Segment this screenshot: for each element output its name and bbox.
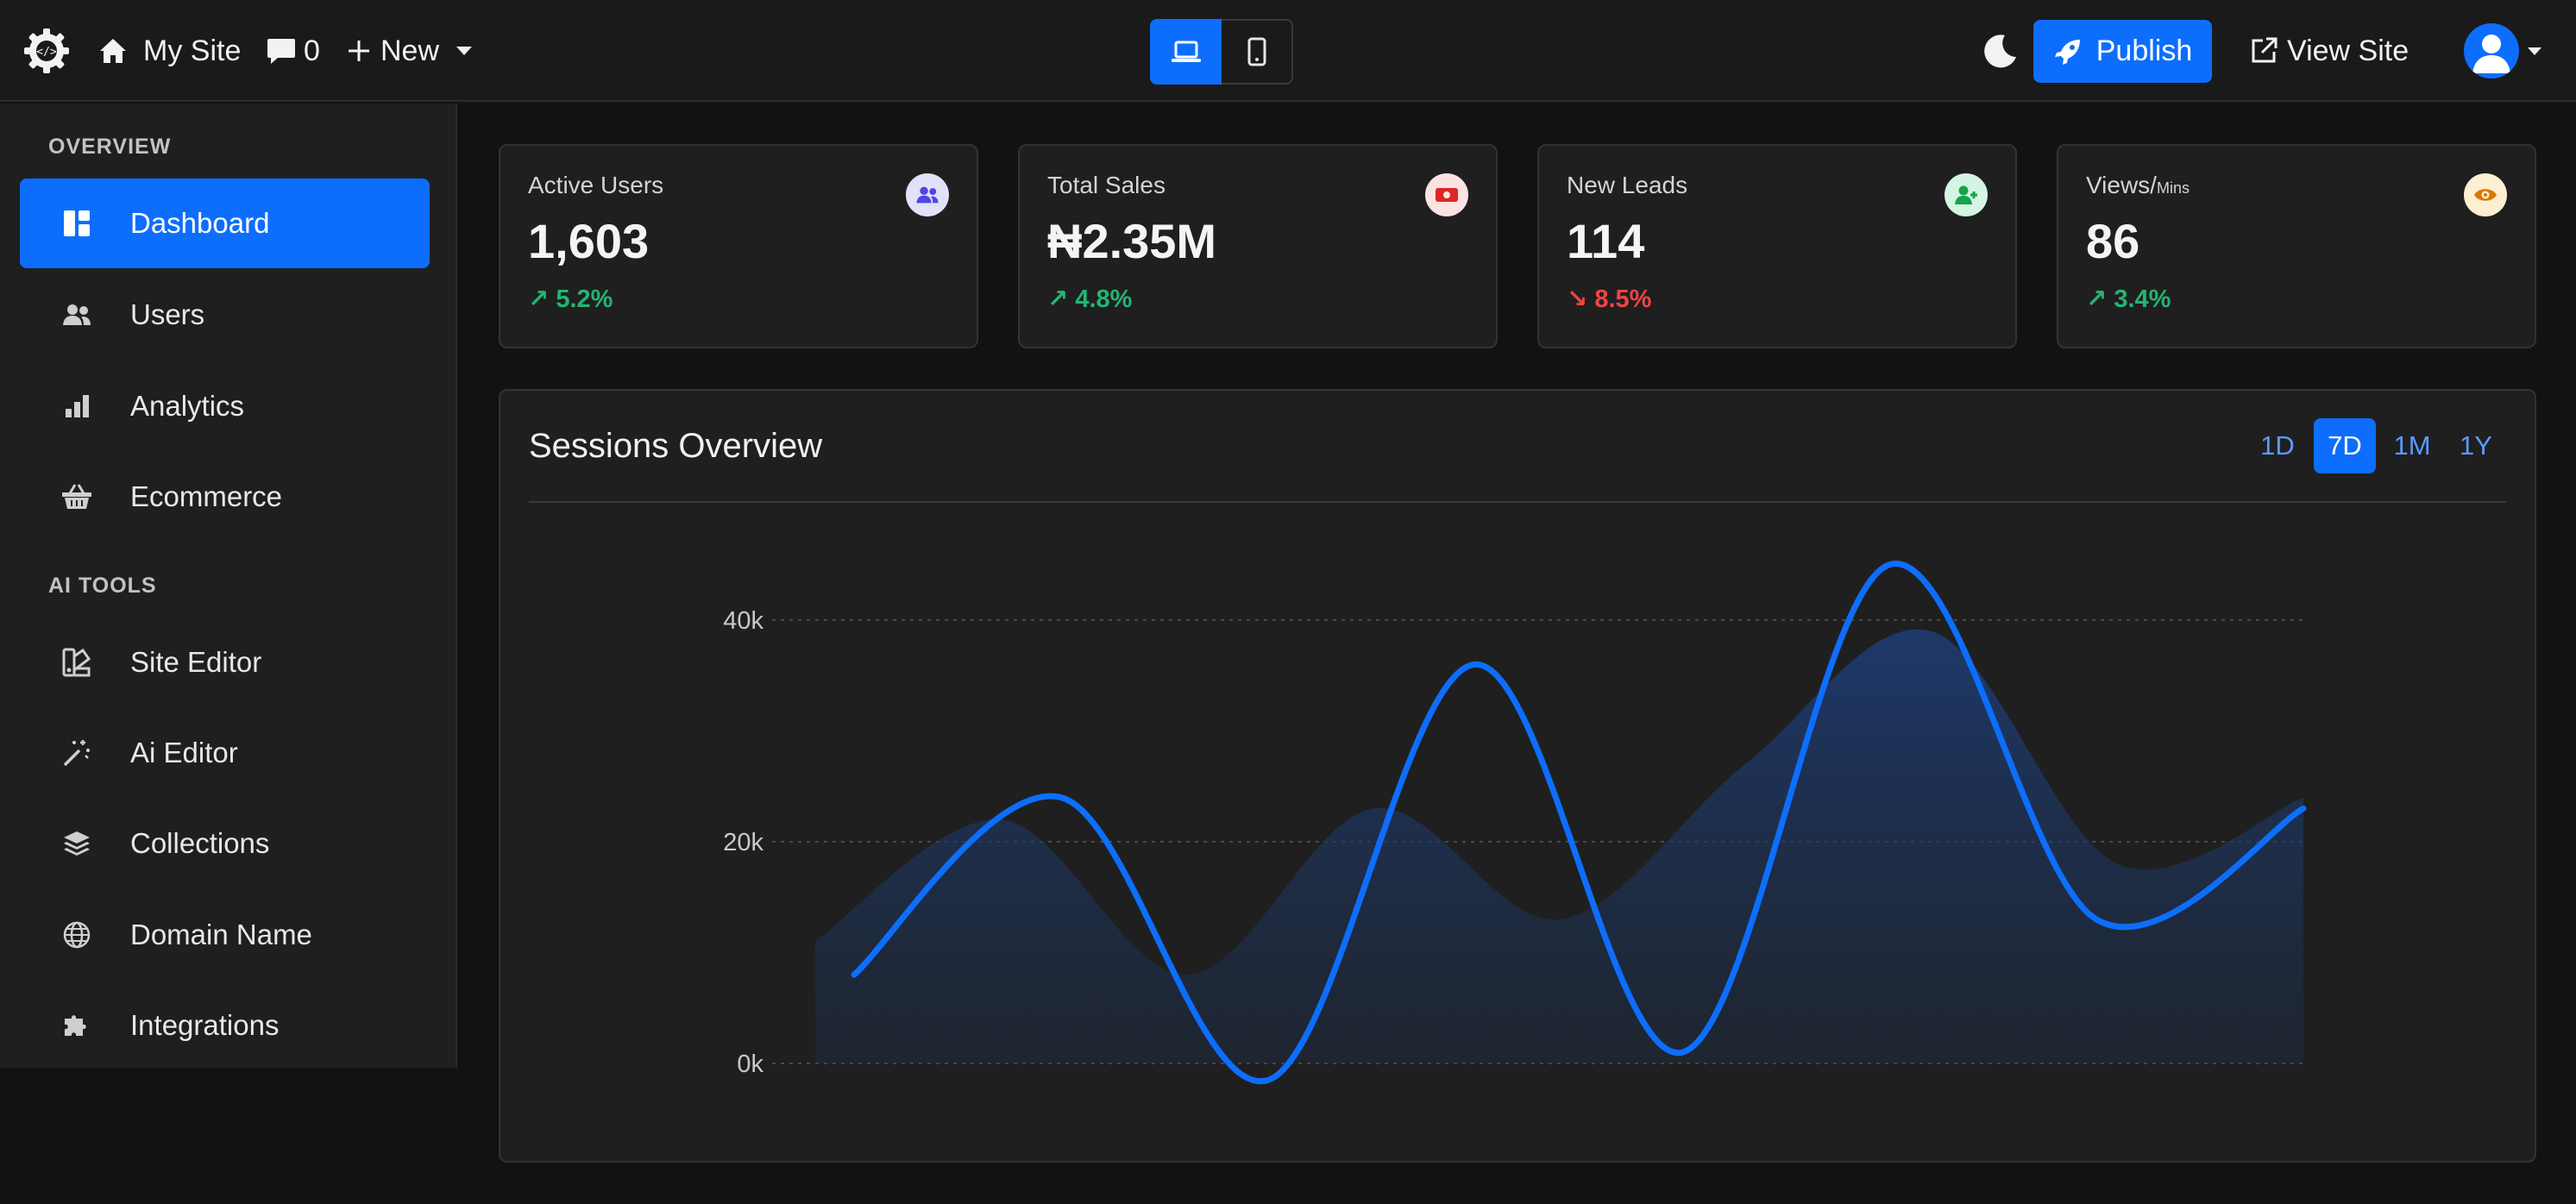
range-1d-button[interactable]: 1D: [2260, 430, 2295, 461]
caret-down-icon: [456, 47, 473, 55]
sidebar-item-site-editor[interactable]: Site Editor: [20, 618, 430, 707]
publish-label: Publish: [2095, 34, 2193, 67]
sidebar-item-label: Analytics: [130, 390, 245, 422]
y-tick-label: 0k: [737, 1050, 763, 1078]
sidebar-item-label: Ecommerce: [130, 480, 283, 512]
sidebar-item-label: Site Editor: [130, 646, 262, 678]
new-label: New: [380, 34, 440, 67]
view-site-label: View Site: [2287, 34, 2410, 67]
svg-text:</>: </>: [36, 46, 57, 59]
range-selector: 1D 7D 1M 1Y: [2250, 418, 2504, 473]
moon-icon: [1984, 34, 2016, 68]
users-icon: [906, 173, 949, 216]
bar-chart-icon: [60, 389, 94, 423]
comments-count: 0: [304, 34, 320, 67]
sidebar-item-analytics[interactable]: Analytics: [20, 361, 430, 451]
magic-wand-icon: [60, 736, 94, 770]
dark-mode-toggle[interactable]: [1982, 0, 2019, 102]
sidebar-item-label: Dashboard: [130, 207, 270, 239]
stat-delta: ↘ 8.5%: [1567, 285, 1652, 313]
stat-value: ₦2.35M: [1047, 214, 1217, 268]
sidebar-item-label: Users: [130, 298, 205, 330]
external-link-icon: [2252, 37, 2278, 63]
stat-value: 86: [2086, 214, 2140, 268]
rocket-icon: [2054, 39, 2080, 65]
desktop-view-button[interactable]: [1150, 19, 1222, 85]
stat-label: New Leads: [1567, 172, 1688, 198]
globe-icon: [60, 918, 94, 952]
sidebar-item-dashboard[interactable]: Dashboard: [20, 179, 430, 268]
top-bar: </> My Site 0 New Publish View Site: [0, 0, 2576, 102]
range-1m-button[interactable]: 1M: [2393, 430, 2431, 461]
eye-icon: [2464, 173, 2507, 216]
stat-label-main: Views/: [2086, 172, 2157, 198]
area-series: [815, 629, 2303, 1063]
money-icon: [1425, 173, 1468, 216]
view-site-link[interactable]: View Site: [2249, 0, 2409, 102]
device-toggle: [1150, 19, 1293, 85]
sessions-chart: 0k 20k 40k: [723, 561, 2307, 1085]
sidebar-item-collections[interactable]: Collections: [20, 799, 430, 888]
sidebar-item-label: Integrations: [130, 1009, 280, 1041]
sidebar-section-overview: OVERVIEW: [48, 135, 172, 159]
sidebar-item-integrations[interactable]: Integrations: [20, 981, 430, 1070]
stat-delta: ↗ 3.4%: [2086, 285, 2171, 313]
stat-value: 114: [1567, 214, 1645, 268]
stat-value: 1,603: [528, 214, 650, 268]
stat-card-active-users: Active Users 1,603 ↗ 5.2%: [499, 144, 978, 348]
stat-label: Active Users: [528, 172, 664, 198]
account-menu-caret[interactable]: [2526, 0, 2543, 102]
users-icon: [60, 298, 94, 332]
stat-delta: ↗ 4.8%: [1047, 285, 1133, 313]
y-tick-label: 20k: [723, 829, 763, 856]
my-site-link[interactable]: My Site: [98, 0, 241, 102]
mobile-view-button[interactable]: [1222, 19, 1293, 85]
sidebar-item-users[interactable]: Users: [20, 270, 430, 360]
avatar[interactable]: [2464, 23, 2519, 78]
puzzle-icon: [60, 1008, 94, 1043]
panel-divider: [529, 501, 2506, 503]
sidebar-item-ai-editor[interactable]: Ai Editor: [20, 708, 430, 798]
stat-label: Views/Mins: [2086, 172, 2190, 199]
publish-button[interactable]: Publish: [2033, 20, 2212, 83]
new-menu-button[interactable]: New: [346, 0, 474, 102]
panel-title: Sessions Overview: [529, 427, 823, 465]
sidebar-item-label: Ai Editor: [130, 737, 238, 768]
sidebar-section-ai-tools: AI TOOLS: [48, 574, 157, 598]
phone-icon: [1247, 37, 1266, 66]
stat-card-new-leads: New Leads 114 ↘ 8.5%: [1537, 144, 2017, 348]
user-plus-icon: [1945, 173, 1988, 216]
comment-icon: [267, 39, 295, 64]
sessions-overview-panel: Sessions Overview 1D 7D 1M 1Y 0k 20k 40k: [499, 389, 2536, 1163]
plus-icon: [349, 41, 369, 61]
stat-delta: ↗ 5.2%: [528, 285, 613, 313]
site-name: My Site: [143, 34, 242, 67]
stat-card-total-sales: Total Sales ₦2.35M ↗ 4.8%: [1018, 144, 1498, 348]
caret-down-icon: [2528, 47, 2541, 55]
home-icon: [100, 39, 126, 63]
dashboard-icon: [60, 206, 94, 241]
sidebar-item-ecommerce[interactable]: Ecommerce: [20, 452, 430, 542]
laptop-icon: [1171, 41, 1201, 62]
range-1y-button[interactable]: 1Y: [2460, 430, 2492, 461]
gear-code-logo-icon[interactable]: </>: [22, 0, 71, 102]
layers-icon: [60, 826, 94, 861]
user-avatar-icon: [2472, 34, 2510, 73]
stat-card-views: Views/Mins 86 ↗ 3.4%: [2057, 144, 2536, 348]
line-series: [851, 561, 2307, 1085]
palette-editor-icon: [60, 645, 94, 680]
comments-button[interactable]: 0: [266, 0, 320, 102]
sidebar-item-domain-name[interactable]: Domain Name: [20, 890, 430, 980]
basket-icon: [60, 480, 94, 514]
sidebar-item-label: Domain Name: [130, 919, 312, 950]
sidebar-item-label: Collections: [130, 827, 270, 859]
stat-label-unit: Mins: [2156, 179, 2190, 197]
y-tick-label: 40k: [723, 607, 763, 635]
sidebar: OVERVIEW Dashboard Users Analytics Ecomm…: [0, 103, 457, 1068]
range-7d-button[interactable]: 7D: [2314, 418, 2376, 473]
stat-label: Total Sales: [1047, 172, 1165, 198]
